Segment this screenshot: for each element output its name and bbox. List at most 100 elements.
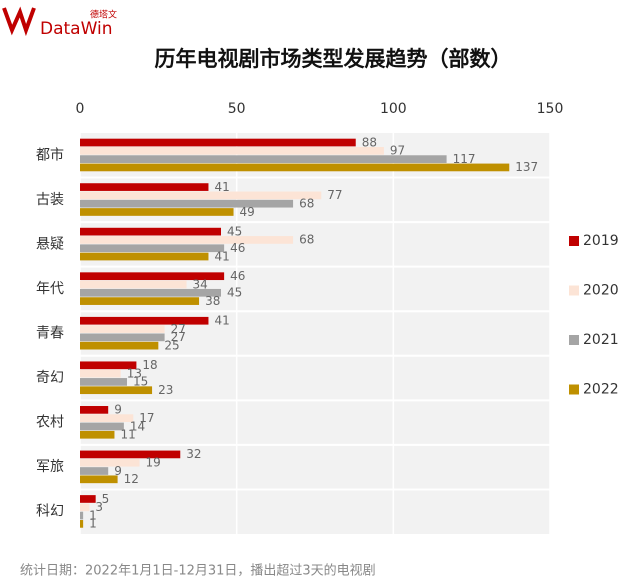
y-tick-label: 军旅	[36, 459, 64, 475]
value-label: 3	[95, 500, 103, 514]
bar	[80, 191, 322, 200]
bar	[80, 316, 209, 325]
bar	[80, 341, 159, 350]
bar	[80, 361, 137, 370]
bar	[80, 503, 90, 512]
value-label: 23	[158, 383, 173, 397]
value-label: 9	[114, 464, 122, 478]
value-label: 12	[124, 472, 139, 486]
chart-title: 历年电视剧市场类型发展趋势（部数）	[155, 47, 512, 71]
logo-chinese: 德塔文	[90, 9, 117, 21]
value-label: 1	[89, 517, 97, 531]
bar	[80, 252, 209, 261]
value-label: 25	[164, 338, 179, 352]
value-label: 13	[127, 366, 142, 380]
value-label: 14	[130, 419, 145, 433]
value-label: 45	[227, 286, 242, 300]
bar	[80, 325, 165, 333]
legend-swatch	[569, 285, 579, 296]
y-tick-label: 农村	[36, 415, 64, 431]
bar	[80, 333, 165, 342]
bar	[80, 146, 384, 155]
bar	[80, 458, 140, 467]
bar	[80, 414, 134, 423]
value-label: 68	[299, 196, 314, 210]
bar	[80, 475, 118, 484]
bar	[80, 369, 121, 378]
bar	[80, 244, 225, 253]
value-label: 49	[240, 205, 255, 219]
bar	[80, 520, 84, 528]
value-label: 27	[171, 322, 186, 336]
value-label: 1	[89, 508, 97, 522]
value-label: 18	[142, 358, 157, 372]
y-tick-label: 科幻	[36, 504, 64, 520]
bar	[80, 378, 127, 386]
y-tick-label: 年代	[36, 281, 64, 297]
y-tick-label: 奇幻	[36, 369, 64, 386]
y-tick-label: 青春	[36, 326, 64, 342]
value-label: 9	[114, 403, 122, 417]
value-label: 27	[171, 330, 186, 344]
bar	[80, 406, 109, 414]
bar	[80, 199, 294, 208]
value-label: 32	[186, 447, 201, 461]
y-tick-label: 古装	[36, 192, 64, 208]
y-tick-label: 都市	[36, 146, 64, 163]
bar	[80, 467, 109, 475]
value-label: 46	[230, 241, 245, 255]
bar	[80, 430, 115, 439]
value-label: 77	[327, 188, 342, 202]
bar	[80, 208, 234, 216]
bar	[80, 272, 225, 281]
bar	[80, 450, 181, 459]
bar	[80, 236, 294, 244]
bar	[80, 288, 221, 297]
value-label: 17	[139, 411, 154, 425]
legend-swatch	[569, 236, 579, 246]
value-label: 19	[146, 456, 161, 470]
value-label: 41	[214, 180, 229, 194]
bar	[80, 280, 187, 289]
value-label: 45	[227, 224, 242, 238]
legend-label: 2019	[583, 233, 619, 249]
legend-swatch	[569, 384, 579, 395]
value-label: 88	[362, 135, 377, 149]
logo: DataWin 德塔文	[2, 6, 117, 39]
x-tick-label: 100	[380, 101, 407, 117]
bar	[80, 227, 221, 236]
x-tick-label: 0	[76, 101, 85, 117]
bar	[80, 155, 447, 163]
value-label: 41	[214, 314, 229, 328]
value-label: 34	[193, 277, 208, 291]
legend-swatch	[569, 335, 579, 345]
bar	[80, 511, 84, 520]
bar	[80, 495, 96, 503]
legend-label: 2022	[583, 382, 619, 398]
value-label: 5	[102, 492, 110, 506]
bar	[80, 138, 356, 147]
value-label: 137	[515, 160, 538, 174]
logo-name: DataWin	[40, 19, 113, 39]
value-label: 41	[214, 249, 229, 263]
value-label: 15	[133, 375, 148, 389]
x-tick-label: 50	[228, 101, 246, 117]
bar	[80, 163, 510, 172]
bar	[80, 297, 200, 305]
value-label: 11	[120, 428, 135, 442]
bar	[80, 422, 124, 431]
bar	[80, 386, 153, 395]
logo-icon	[2, 6, 36, 37]
value-label: 97	[390, 144, 405, 158]
y-tick-label: 悬疑	[36, 236, 64, 252]
value-label: 117	[453, 152, 476, 166]
value-label: 38	[205, 294, 220, 308]
legend-label: 2020	[583, 283, 619, 299]
note: 统计日期：2022年1月1日-12月31日，播出超过3天的电视剧	[20, 563, 376, 579]
value-label: 46	[230, 269, 245, 283]
x-tick-label: 150	[537, 101, 564, 117]
bar	[80, 183, 209, 191]
value-label: 68	[299, 233, 314, 247]
legend-label: 2021	[583, 332, 619, 348]
